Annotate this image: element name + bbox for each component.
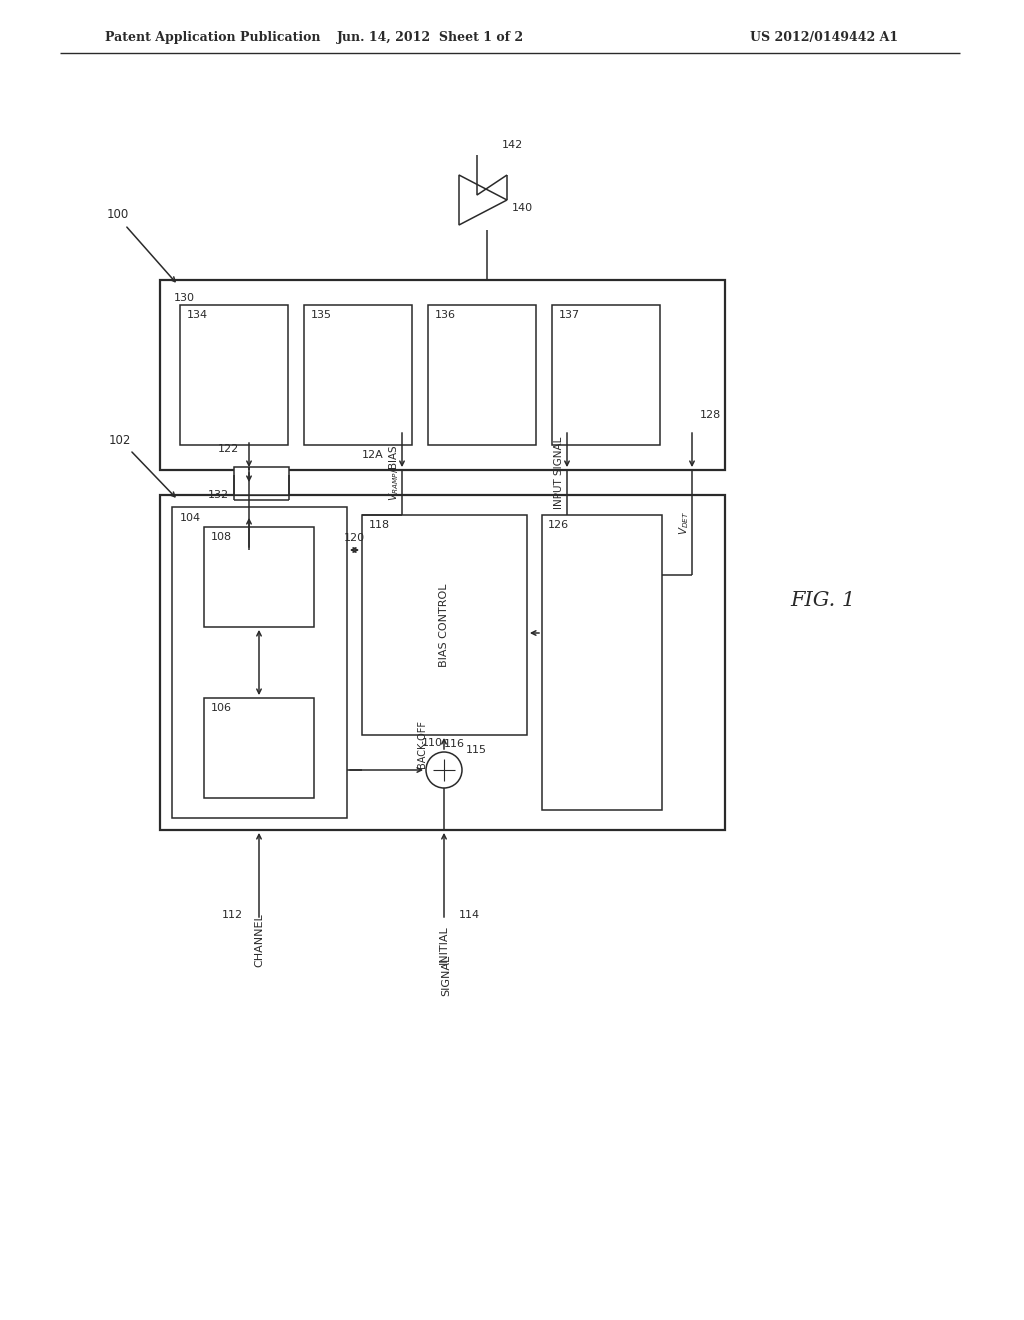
- Bar: [172, 507, 347, 818]
- Text: $V_{DET}$: $V_{DET}$: [677, 511, 691, 535]
- Text: 114: 114: [459, 909, 480, 920]
- Text: 122: 122: [218, 444, 239, 454]
- Bar: [542, 515, 662, 810]
- Text: Patent Application Publication: Patent Application Publication: [105, 30, 321, 44]
- Bar: [204, 527, 314, 627]
- Text: SIGNAL: SIGNAL: [441, 954, 451, 995]
- Text: FIG. 1: FIG. 1: [790, 590, 855, 610]
- Text: 140: 140: [512, 203, 534, 213]
- Text: CHANNEL: CHANNEL: [254, 913, 264, 966]
- Text: 135: 135: [311, 310, 332, 319]
- Text: BIAS CONTROL: BIAS CONTROL: [439, 583, 449, 667]
- Text: 12A: 12A: [362, 450, 384, 459]
- Text: 104: 104: [180, 513, 201, 523]
- Text: 102: 102: [109, 433, 131, 446]
- Text: 132: 132: [208, 490, 229, 500]
- Text: $V_{RAMP}$/BIAS: $V_{RAMP}$/BIAS: [387, 445, 401, 502]
- Text: 120: 120: [343, 533, 365, 543]
- Text: 108: 108: [211, 532, 232, 543]
- Text: 110: 110: [422, 738, 442, 748]
- Text: 112: 112: [222, 909, 243, 920]
- Text: US 2012/0149442 A1: US 2012/0149442 A1: [750, 30, 898, 44]
- Text: 130: 130: [174, 293, 195, 304]
- Text: 136: 136: [435, 310, 456, 319]
- Text: 126: 126: [548, 520, 569, 531]
- Text: BACK-OFF: BACK-OFF: [417, 719, 427, 768]
- Text: Jun. 14, 2012  Sheet 1 of 2: Jun. 14, 2012 Sheet 1 of 2: [337, 30, 523, 44]
- Bar: [204, 698, 314, 799]
- Text: 142: 142: [502, 140, 523, 150]
- Bar: [234, 467, 289, 495]
- Circle shape: [426, 752, 462, 788]
- Text: INPUT SIGNAL: INPUT SIGNAL: [554, 437, 564, 510]
- Bar: [180, 305, 288, 445]
- Polygon shape: [459, 176, 507, 224]
- Text: 134: 134: [187, 310, 208, 319]
- Bar: [304, 305, 412, 445]
- Bar: [160, 280, 725, 470]
- Bar: [362, 515, 527, 735]
- Text: 128: 128: [700, 411, 721, 420]
- Text: 137: 137: [559, 310, 581, 319]
- Text: 106: 106: [211, 704, 232, 713]
- Text: 118: 118: [369, 520, 390, 531]
- Text: 115: 115: [466, 744, 487, 755]
- Text: 116: 116: [443, 739, 465, 748]
- Text: INITIAL: INITIAL: [439, 925, 449, 965]
- Text: 100: 100: [106, 209, 129, 222]
- Bar: [428, 305, 536, 445]
- Bar: [552, 305, 660, 445]
- Bar: [160, 495, 725, 830]
